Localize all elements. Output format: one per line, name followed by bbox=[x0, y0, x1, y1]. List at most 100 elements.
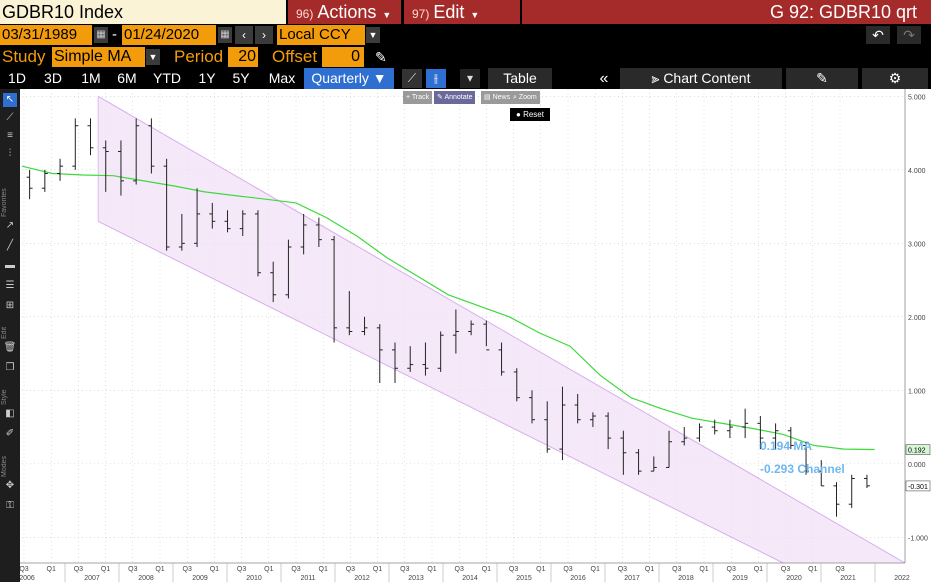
next-arrow-icon[interactable]: › bbox=[255, 26, 273, 44]
delete-icon[interactable]: 🗑 bbox=[3, 342, 17, 353]
line-tool-icon[interactable]: ⟋ bbox=[6, 112, 14, 123]
ma-tag-box bbox=[905, 444, 931, 455]
chart-toolbar: 1D 3D 1M 6M YTD 1Y 5Y Max Quarterly ▼ ⟋ … bbox=[0, 68, 931, 89]
range-5y-button[interactable]: 5Y bbox=[232, 70, 250, 86]
cursor-icon[interactable]: ↖ bbox=[3, 93, 17, 107]
redo-icon[interactable]: ↷ bbox=[897, 26, 921, 44]
price-tag-box bbox=[905, 480, 931, 492]
snap-icon[interactable]: ✥ bbox=[5, 480, 15, 491]
pen-icon[interactable]: ✐ bbox=[5, 428, 15, 439]
x-quarter-label: Q1 bbox=[101, 566, 110, 573]
x-year-label: 2014 bbox=[462, 575, 478, 582]
color-icon[interactable]: ◧ bbox=[5, 408, 15, 419]
actions-label: Actions bbox=[317, 2, 377, 22]
pencil-icon[interactable]: ✎ bbox=[375, 49, 387, 65]
actions-menu[interactable]: 96) Actions ▼ bbox=[288, 0, 401, 24]
x-quarter-label: Q3 bbox=[346, 566, 355, 573]
title-bar: GDBR10 Index 96) Actions ▼ 97) Edit ▼ G 92: … bbox=[0, 0, 931, 24]
price-chart[interactable]: 5.000 4.000 3.000 2.000 1.000 0.000 -1.000 0.19… bbox=[20, 89, 931, 582]
offset-field[interactable]: 0 bbox=[322, 47, 364, 67]
track-button[interactable]: + Track bbox=[403, 91, 433, 104]
chart-canvas: 5.000 4.000 3.000 2.000 1.000 0.000 -1.000 0.19… bbox=[20, 89, 931, 582]
start-date-field[interactable]: 03/31/1989 bbox=[0, 25, 92, 45]
edit-chart-icon[interactable]: ✎ bbox=[786, 68, 858, 89]
x-quarter-label: Q1 bbox=[373, 566, 382, 573]
channel-tool-icon[interactable]: ⫶ bbox=[8, 148, 12, 159]
x-year-label: 2019 bbox=[732, 575, 748, 582]
reset-button[interactable]: ● Reset bbox=[510, 108, 550, 121]
chevron-down-icon[interactable]: ▾ bbox=[460, 69, 480, 88]
x-quarter-label: Q1 bbox=[808, 566, 817, 573]
news-button[interactable]: ▤ News bbox=[481, 91, 514, 104]
range-1d-button[interactable]: 1D bbox=[8, 70, 26, 86]
chevron-down-icon[interactable]: ▼ bbox=[146, 49, 160, 65]
x-year-label: 2020 bbox=[786, 575, 802, 582]
x-year-label: 2006 bbox=[20, 575, 35, 582]
channel-upper-line bbox=[97, 95, 906, 564]
y-tick-label: 0.000 bbox=[908, 462, 926, 469]
chevron-down-icon[interactable]: ▼ bbox=[366, 27, 380, 43]
range-max-button[interactable]: Max bbox=[268, 70, 296, 86]
trend-tool-icon[interactable]: ≡ bbox=[7, 130, 13, 141]
range-6m-button[interactable]: 6M bbox=[117, 70, 137, 86]
calendar-icon[interactable]: ▦ bbox=[218, 27, 232, 43]
edit-menu[interactable]: 97) Edit ▼ bbox=[404, 0, 520, 24]
x-quarter-label: Q1 bbox=[427, 566, 436, 573]
x-year-label: 2008 bbox=[138, 575, 154, 582]
chart-content-button[interactable]: ⫸ Chart Content bbox=[620, 68, 782, 89]
chart-content-label: Chart Content bbox=[663, 70, 751, 86]
zoom-button[interactable]: ⌕ Zoom bbox=[510, 91, 540, 104]
security-label: GDBR10 Index bbox=[2, 2, 124, 22]
x-quarter-label: Q3 bbox=[291, 566, 300, 573]
shape-tool-icon[interactable]: ▬ bbox=[5, 260, 15, 271]
arrow-tool-icon[interactable]: ↗ bbox=[5, 220, 15, 231]
line-chart-icon[interactable]: ⟋ bbox=[402, 69, 422, 88]
study-select[interactable]: Simple MA bbox=[52, 47, 145, 67]
ma-annotation: 0.194 MA bbox=[760, 439, 812, 453]
function-code: G 92: GDBR10 qrt bbox=[769, 2, 917, 22]
calendar-icon[interactable]: ▦ bbox=[94, 27, 108, 43]
range-3d-button[interactable]: 3D bbox=[44, 70, 62, 86]
style-label: Style bbox=[1, 389, 8, 405]
x-year-label: 2013 bbox=[408, 575, 424, 582]
line-tool-icon[interactable]: ╱ bbox=[6, 240, 14, 251]
x-quarter-label: Q1 bbox=[264, 566, 273, 573]
lock-icon[interactable]: ⚿ bbox=[6, 500, 14, 511]
x-year-label: 2017 bbox=[624, 575, 640, 582]
currency-select[interactable]: Local CCY bbox=[277, 25, 365, 45]
x-year-label: 2012 bbox=[354, 575, 370, 582]
collapse-icon[interactable]: « bbox=[599, 70, 609, 87]
pattern-tool-icon[interactable]: ⊞ bbox=[5, 300, 15, 311]
fib-tool-icon[interactable]: ☰ bbox=[5, 280, 15, 291]
gear-icon[interactable]: ⚙ bbox=[862, 68, 928, 89]
study-label: Study bbox=[2, 47, 46, 66]
security-field[interactable]: GDBR10 Index bbox=[0, 0, 286, 24]
x-quarter-label: Q3 bbox=[563, 566, 572, 573]
x-quarter-label: Q3 bbox=[727, 566, 736, 573]
range-1m-button[interactable]: 1M bbox=[81, 70, 101, 86]
copy-icon[interactable]: ❐ bbox=[5, 362, 15, 373]
end-date-field[interactable]: 01/24/2020 bbox=[122, 25, 216, 45]
y-tick-label: -1.000 bbox=[908, 535, 928, 542]
edit-label: Edit bbox=[1, 326, 8, 339]
zoom-label: Zoom bbox=[518, 94, 537, 101]
date-separator: - bbox=[112, 26, 117, 43]
period-field[interactable]: 20 bbox=[228, 47, 258, 67]
period-label: Period bbox=[174, 47, 224, 66]
news-label: News bbox=[492, 94, 511, 101]
x-quarter-label: Q1 bbox=[155, 566, 164, 573]
undo-icon[interactable]: ↶ bbox=[866, 26, 890, 44]
range-ytd-button[interactable]: YTD bbox=[153, 70, 181, 86]
x-quarter-label: Q1 bbox=[210, 566, 219, 573]
annotate-label: Annotate bbox=[444, 94, 473, 101]
annotate-button[interactable]: ✎ Annotate bbox=[434, 91, 476, 104]
frequency-select[interactable]: Quarterly ▼ bbox=[304, 68, 394, 89]
range-1y-button[interactable]: 1Y bbox=[198, 70, 216, 86]
x-quarter-label: Q3 bbox=[128, 566, 137, 573]
channel-lower-line bbox=[97, 220, 784, 564]
table-button[interactable]: Table bbox=[488, 68, 552, 89]
prev-arrow-icon[interactable]: ‹ bbox=[235, 26, 253, 44]
track-label: Track bbox=[411, 94, 430, 101]
x-year-label: 2011 bbox=[300, 575, 315, 582]
bar-chart-icon[interactable]: ⫲ bbox=[426, 69, 446, 88]
